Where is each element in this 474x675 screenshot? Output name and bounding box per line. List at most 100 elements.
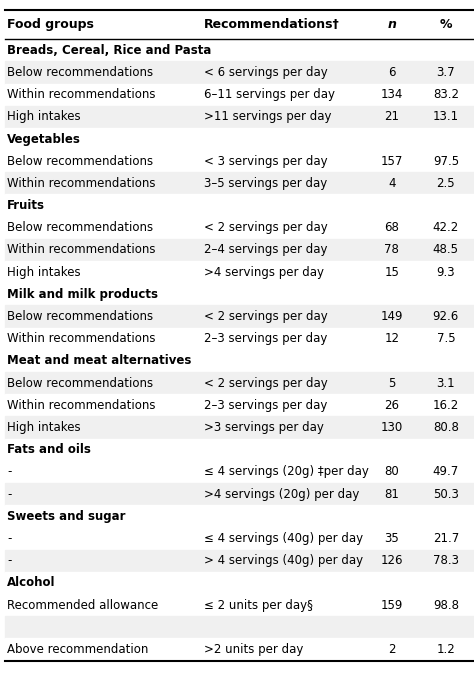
Text: >4 servings (20g) per day: >4 servings (20g) per day [204, 487, 360, 501]
Text: 78.3: 78.3 [433, 554, 459, 567]
Bar [5, 394, 474, 416]
Text: 50.3: 50.3 [433, 487, 459, 501]
Text: 97.5: 97.5 [433, 155, 459, 167]
Text: 157: 157 [381, 155, 403, 167]
Text: 2: 2 [388, 643, 396, 656]
Bar [5, 505, 474, 527]
Text: 83.2: 83.2 [433, 88, 459, 101]
Text: Within recommendations: Within recommendations [7, 399, 155, 412]
Text: -: - [7, 487, 11, 501]
Bar [5, 594, 474, 616]
Text: 78: 78 [384, 244, 399, 256]
Text: 2–3 servings per day: 2–3 servings per day [204, 399, 328, 412]
Text: 98.8: 98.8 [433, 599, 459, 612]
Bar [5, 549, 474, 572]
Text: Food groups: Food groups [7, 18, 94, 31]
Text: > 4 servings (40g) per day: > 4 servings (40g) per day [204, 554, 364, 567]
Text: < 2 servings per day: < 2 servings per day [204, 221, 328, 234]
Text: Fruits: Fruits [7, 199, 45, 212]
Bar [5, 194, 474, 217]
Text: Vegetables: Vegetables [7, 132, 81, 146]
Text: 7.5: 7.5 [437, 332, 455, 345]
Text: ≤ 4 servings (40g) per day: ≤ 4 servings (40g) per day [204, 532, 364, 545]
Text: 15: 15 [384, 266, 399, 279]
Text: 2–4 servings per day: 2–4 servings per day [204, 244, 328, 256]
Text: < 3 servings per day: < 3 servings per day [204, 155, 328, 167]
Bar [5, 150, 474, 172]
Text: Within recommendations: Within recommendations [7, 332, 155, 345]
Text: -: - [7, 465, 11, 479]
Text: 68: 68 [384, 221, 399, 234]
Text: 6–11 servings per day: 6–11 servings per day [204, 88, 335, 101]
Text: 12: 12 [384, 332, 400, 345]
Text: 3.1: 3.1 [437, 377, 455, 389]
Text: 21.7: 21.7 [433, 532, 459, 545]
Text: >2 units per day: >2 units per day [204, 643, 303, 656]
Bar [5, 284, 474, 306]
Bar [5, 106, 474, 128]
Text: 159: 159 [381, 599, 403, 612]
Text: 81: 81 [384, 487, 399, 501]
Text: 3–5 servings per day: 3–5 servings per day [204, 177, 328, 190]
Text: Breads, Cereal, Rice and Pasta: Breads, Cereal, Rice and Pasta [7, 44, 211, 57]
Bar [5, 39, 474, 61]
Text: ≤ 4 servings (20g) ‡per day: ≤ 4 servings (20g) ‡per day [204, 465, 369, 479]
Bar [5, 616, 474, 639]
Text: Alcohol: Alcohol [7, 576, 55, 589]
Text: 126: 126 [381, 554, 403, 567]
Text: 2.5: 2.5 [437, 177, 455, 190]
Text: Below recommendations: Below recommendations [7, 221, 153, 234]
Bar [5, 483, 474, 505]
Text: 1.2: 1.2 [437, 643, 455, 656]
Text: Recommendations†: Recommendations† [204, 18, 340, 31]
Bar [5, 84, 474, 106]
Bar [5, 217, 474, 239]
Bar [5, 372, 474, 394]
Bar [5, 572, 474, 594]
Text: < 6 servings per day: < 6 servings per day [204, 66, 328, 79]
Text: 80.8: 80.8 [433, 421, 459, 434]
Bar [5, 461, 474, 483]
Bar [5, 350, 474, 372]
Text: 2–3 servings per day: 2–3 servings per day [204, 332, 328, 345]
Text: Within recommendations: Within recommendations [7, 88, 155, 101]
Text: 48.5: 48.5 [433, 244, 459, 256]
Text: 49.7: 49.7 [433, 465, 459, 479]
Bar [5, 239, 474, 261]
Text: Meat and meat alternatives: Meat and meat alternatives [7, 354, 191, 367]
Bar [5, 416, 474, 439]
Text: Below recommendations: Below recommendations [7, 66, 153, 79]
Text: Fats and oils: Fats and oils [7, 443, 91, 456]
Text: Below recommendations: Below recommendations [7, 310, 153, 323]
Text: 149: 149 [381, 310, 403, 323]
Text: < 2 servings per day: < 2 servings per day [204, 310, 328, 323]
Text: High intakes: High intakes [7, 421, 81, 434]
Bar [5, 261, 474, 284]
Text: Below recommendations: Below recommendations [7, 377, 153, 389]
Text: Above recommendation: Above recommendation [7, 643, 148, 656]
Bar [5, 439, 474, 461]
Text: %: % [439, 18, 452, 31]
Text: 9.3: 9.3 [437, 266, 455, 279]
Text: Sweets and sugar: Sweets and sugar [7, 510, 126, 522]
Bar [5, 527, 474, 549]
Text: ≤ 2 units per day§: ≤ 2 units per day§ [204, 599, 313, 612]
Text: 35: 35 [384, 532, 399, 545]
Text: 4: 4 [388, 177, 396, 190]
Text: Within recommendations: Within recommendations [7, 244, 155, 256]
Bar [5, 327, 474, 350]
Text: 13.1: 13.1 [433, 110, 459, 124]
Text: 92.6: 92.6 [433, 310, 459, 323]
Text: >4 servings per day: >4 servings per day [204, 266, 324, 279]
Bar [5, 128, 474, 150]
Bar [5, 639, 474, 661]
Text: 130: 130 [381, 421, 403, 434]
Text: Below recommendations: Below recommendations [7, 155, 153, 167]
Text: Within recommendations: Within recommendations [7, 177, 155, 190]
Bar [5, 306, 474, 327]
Text: -: - [7, 554, 11, 567]
Text: 134: 134 [381, 88, 403, 101]
Text: Recommended allowance: Recommended allowance [7, 599, 158, 612]
Text: Milk and milk products: Milk and milk products [7, 288, 158, 301]
Text: 16.2: 16.2 [433, 399, 459, 412]
